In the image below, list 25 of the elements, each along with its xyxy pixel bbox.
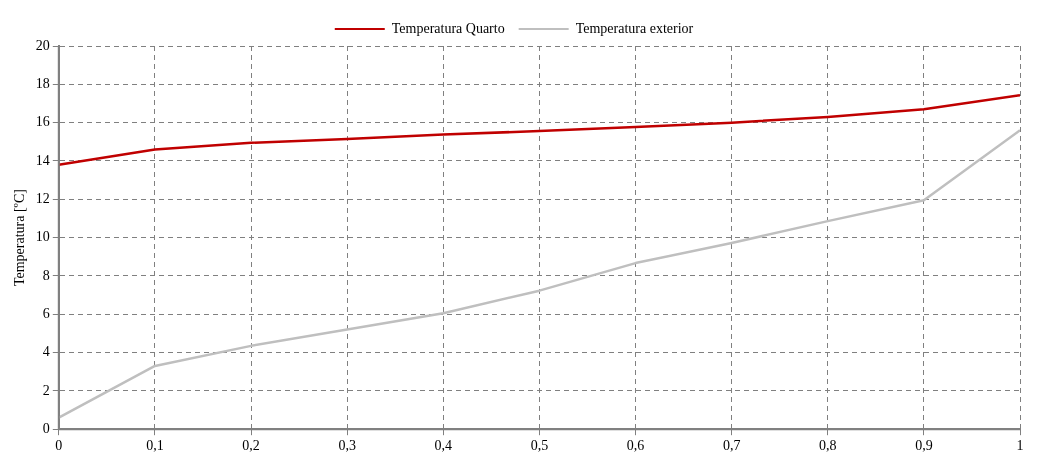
x-tick-label: 0,6: [626, 438, 645, 454]
x-tick-label: 0,1: [146, 438, 164, 454]
x-tick-label: 0,9: [915, 438, 933, 454]
y-tick-label: 8: [42, 267, 50, 283]
x-tick-label: 0,5: [530, 438, 549, 454]
x-tick-label: 0,3: [338, 438, 356, 454]
y-tick-label: 4: [42, 344, 50, 360]
y-tick-label: 12: [35, 190, 50, 206]
y-tick-label: 16: [35, 114, 50, 130]
y-tick-label: 14: [35, 152, 50, 168]
legend-label: Temperatura exterior: [575, 20, 694, 36]
x-tick-label: 0: [55, 438, 63, 454]
y-tick-label: 0: [42, 420, 50, 436]
y-tick-label: 10: [35, 229, 50, 245]
y-tick-label: 2: [42, 382, 50, 398]
legend-label: Temperatura Quarto: [391, 20, 505, 36]
y-tick-label: 6: [42, 305, 50, 321]
y-tick-label: 18: [35, 75, 50, 91]
x-tick-label: 0,8: [819, 438, 837, 454]
y-axis-title: Temperatura [ºC]: [12, 189, 28, 287]
x-tick-label: 1: [1016, 438, 1024, 454]
y-tick-label: 20: [35, 37, 50, 53]
x-tick-label: 0,4: [434, 438, 453, 454]
x-tick-label: 0,7: [722, 438, 741, 454]
x-tick-label: 0,2: [242, 438, 260, 454]
